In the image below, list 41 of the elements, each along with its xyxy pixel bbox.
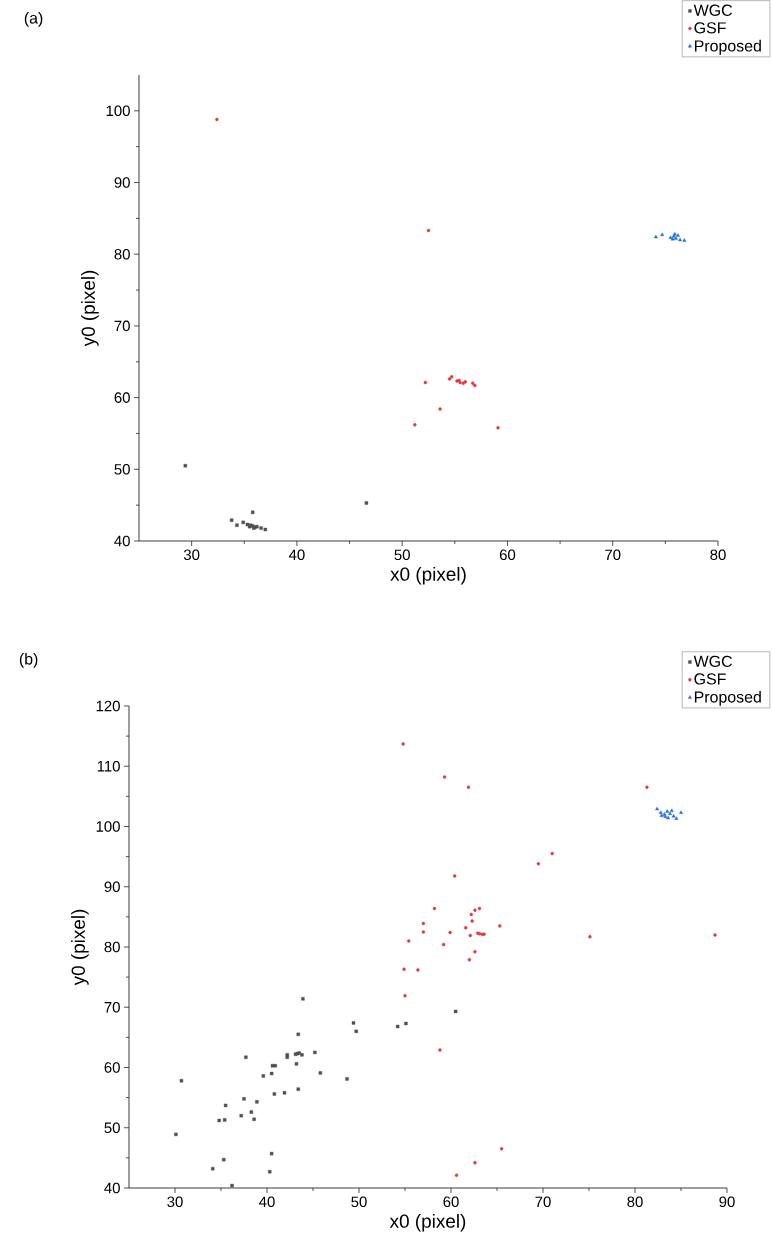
x-tick-label: 70	[535, 1196, 551, 1208]
y-tick-label: 90	[114, 177, 130, 188]
y-tick-label: 120	[96, 700, 120, 712]
y-tick-label: 60	[104, 1062, 120, 1073]
legend-label: Proposed	[694, 39, 761, 55]
x-tick-label: 30	[167, 1196, 183, 1208]
y-tick-label: 50	[104, 1122, 120, 1134]
x-tick-label: 90	[719, 1196, 735, 1208]
y-tick-label: 50	[114, 464, 130, 475]
y-tick-label: 80	[104, 941, 120, 953]
x-tick-label: 60	[499, 549, 516, 561]
y-tick-label: 80	[114, 248, 130, 260]
legend-label: WGC	[693, 655, 732, 667]
x-axis-title: x0 (pixel)	[390, 566, 466, 585]
y-tick-label: 70	[114, 320, 130, 332]
x-tick-label: 50	[351, 1196, 367, 1208]
y-tick-label: 110	[97, 760, 120, 772]
y-tick-label: 100	[96, 821, 120, 832]
x-tick-label: 60	[443, 1196, 459, 1208]
x-tick-label: 40	[259, 1196, 275, 1208]
x-tick-label: 80	[627, 1196, 643, 1208]
chart-title: (a)	[24, 11, 43, 27]
y-tick-label: 60	[114, 392, 130, 403]
legend-label: GSF	[694, 673, 726, 685]
y-tick-label: 100	[106, 105, 130, 117]
legend-label: WGC	[693, 4, 733, 16]
x-tick-label: 40	[288, 549, 305, 561]
y-tick-label: 40	[104, 1182, 120, 1194]
x-tick-label: 30	[183, 549, 200, 561]
y-tick-label: 70	[104, 1001, 120, 1013]
x-tick-label: 70	[605, 549, 621, 561]
chart-title: (b)	[19, 652, 38, 668]
legend-label: Proposed	[694, 690, 761, 706]
y-axis-title: y0 (pixel)	[71, 909, 89, 986]
y-tick-label: 90	[104, 881, 120, 893]
x-tick-label: 50	[394, 549, 410, 561]
y-axis-title: y0 (pixel)	[81, 270, 99, 347]
x-axis-title: x0 (pixel)	[389, 1213, 466, 1232]
x-tick-label: 80	[710, 549, 726, 561]
y-tick-label: 40	[114, 535, 130, 547]
legend-label: GSF	[694, 22, 726, 34]
